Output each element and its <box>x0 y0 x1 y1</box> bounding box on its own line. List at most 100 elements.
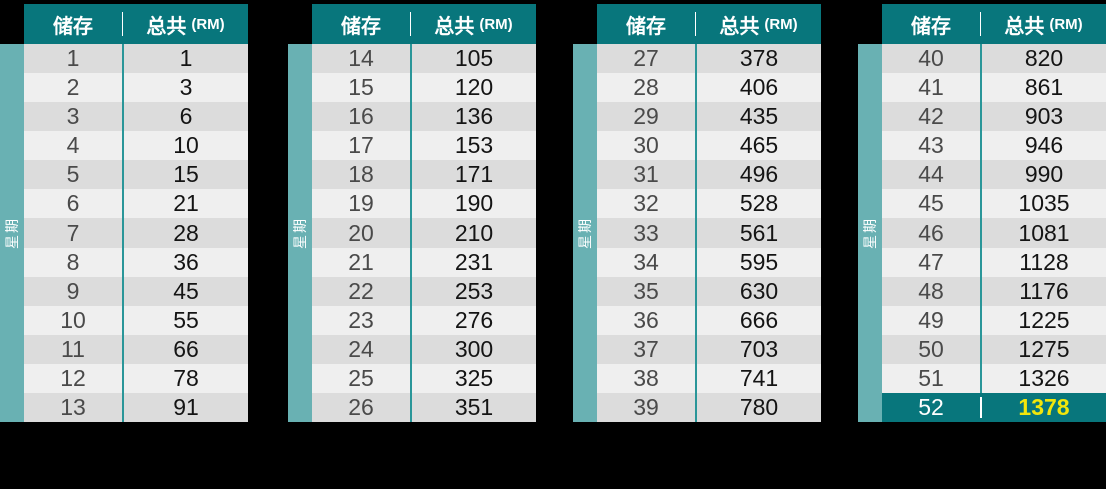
total-column-header-label: 总共 <box>434 15 475 38</box>
week-number-cell: 8 <box>66 248 80 275</box>
table-row: 17 153 <box>312 131 536 161</box>
week-number-cell: 4 <box>66 132 80 159</box>
week-number-cell: 50 <box>918 335 944 362</box>
total-amount-cell: 666 <box>695 305 821 335</box>
save-column-header: 储存 <box>911 15 951 38</box>
table-body: 星期 40 820 41 861 42 903 43 946 44 990 45 1035 46 1081… <box>858 44 1106 423</box>
week-number-cell: 39 <box>633 393 659 420</box>
total-column-header-unit: (RM) <box>1049 15 1083 33</box>
table-row: 35 630 <box>597 276 821 306</box>
total-amount-cell: 465 <box>695 131 821 161</box>
total-column-header: 总共 (RM) <box>696 10 821 39</box>
header-divider <box>410 12 411 36</box>
week-number-cell: 26 <box>348 393 374 420</box>
week-number-cell: 37 <box>633 335 659 362</box>
total-amount-cell: 300 <box>410 334 536 364</box>
week-number-cell: 14 <box>348 45 374 72</box>
week-axis-strip: 星期 <box>288 44 312 422</box>
total-amount-cell: 21 <box>122 189 248 219</box>
week-number-cell: 52 <box>918 393 944 420</box>
week-number-cell: 45 <box>918 190 944 217</box>
total-amount-cell: 378 <box>695 44 821 74</box>
table-row: 22 253 <box>312 276 536 306</box>
table-row: 30 465 <box>597 131 821 161</box>
week-number-cell: 2 <box>66 74 80 101</box>
table-header: 储存 总共 (RM) <box>312 4 536 44</box>
total-column-header: 总共 (RM) <box>411 10 536 39</box>
week-number-cell: 11 <box>61 335 85 362</box>
table-row: 6 21 <box>24 189 248 219</box>
table-row-final-total: 52 1378 <box>882 392 1106 423</box>
table-row: 28 406 <box>597 73 821 103</box>
save-column-header: 储存 <box>53 15 93 38</box>
table-row: 46 1081 <box>882 218 1106 248</box>
table-row: 29 435 <box>597 102 821 132</box>
total-amount-cell: 595 <box>695 247 821 277</box>
table-row: 42 903 <box>882 102 1106 132</box>
week-number-cell: 49 <box>918 306 944 333</box>
total-amount-cell: 28 <box>122 218 248 248</box>
week-number-cell: 44 <box>918 161 944 188</box>
week-number-cell: 21 <box>348 248 374 275</box>
header-divider <box>695 12 696 36</box>
total-amount-cell: 66 <box>122 334 248 364</box>
table-row: 5 15 <box>24 160 248 190</box>
total-amount-cell: 1225 <box>980 305 1106 335</box>
table-row: 9 45 <box>24 276 248 306</box>
table-row: 36 666 <box>597 305 821 335</box>
savings-table-weeks-1-13: 储存 总共 (RM) 星期 1 1 2 3 3 6 4 10 5 15 6 21 7 28 8 36 9 45 10… <box>0 4 248 423</box>
table-row: 10 55 <box>24 305 248 335</box>
total-column-header: 总共 (RM) <box>123 10 248 39</box>
total-amount-cell: 1 <box>122 44 248 74</box>
total-amount-cell: 741 <box>695 363 821 393</box>
table-row: 16 136 <box>312 102 536 132</box>
week-number-cell: 48 <box>918 277 944 304</box>
total-amount-cell: 153 <box>410 131 536 161</box>
savings-table-weeks-27-39: 储存 总共 (RM) 星期 27 378 28 406 29 435 30 465 31 496 3… <box>573 4 821 423</box>
table-rows: 1 1 2 3 3 6 4 10 5 15 6 21 7 28 8 36 9 45 10 55 11 66 12 78 13 91 <box>24 44 248 423</box>
total-amount-cell: 120 <box>410 73 536 103</box>
table-row: 31 496 <box>597 160 821 190</box>
week-axis-label: 星期 <box>292 217 308 249</box>
total-amount-cell: 3 <box>122 73 248 103</box>
table-header: 储存 总共 (RM) <box>24 4 248 44</box>
total-amount-cell: 36 <box>122 247 248 277</box>
total-amount-cell: 703 <box>695 334 821 364</box>
week-number-cell: 33 <box>633 219 659 246</box>
week-number-cell: 34 <box>633 248 659 275</box>
table-row: 8 36 <box>24 247 248 277</box>
week-number-cell: 9 <box>66 277 80 304</box>
header-divider <box>980 12 981 36</box>
table-row: 44 990 <box>882 160 1106 190</box>
table-row: 7 28 <box>24 218 248 248</box>
total-amount-cell: 351 <box>410 392 536 423</box>
table-row: 27 378 <box>597 44 821 74</box>
table-row: 11 66 <box>24 334 248 364</box>
table-row: 43 946 <box>882 131 1106 161</box>
total-amount-cell: 10 <box>122 131 248 161</box>
total-amount-cell: 15 <box>122 160 248 190</box>
table-row: 26 351 <box>312 392 536 423</box>
table-row: 24 300 <box>312 334 536 364</box>
table-rows: 14 105 15 120 16 136 17 153 18 171 19 190 20 210 21 231… <box>312 44 536 423</box>
table-row: 34 595 <box>597 247 821 277</box>
total-amount-cell: 253 <box>410 276 536 306</box>
total-amount-cell: 946 <box>980 131 1106 161</box>
week-number-cell: 25 <box>348 364 374 391</box>
total-amount-cell: 496 <box>695 160 821 190</box>
week-number-cell: 31 <box>633 161 659 188</box>
week-axis-label: 星期 <box>4 217 20 249</box>
week-number-cell: 41 <box>918 74 944 101</box>
total-amount-cell: 990 <box>980 160 1106 190</box>
table-header: 储存 总共 (RM) <box>882 4 1106 44</box>
week-axis-label: 星期 <box>577 217 593 249</box>
week-number-cell: 40 <box>918 45 944 72</box>
table-row: 21 231 <box>312 247 536 277</box>
table-rows: 40 820 41 861 42 903 43 946 44 990 45 1035 46 1081 47 1… <box>882 44 1106 423</box>
total-amount-cell: 861 <box>980 73 1106 103</box>
table-row: 12 78 <box>24 363 248 393</box>
week-number-cell: 27 <box>633 45 659 72</box>
table-row: 41 861 <box>882 73 1106 103</box>
week-number-cell: 29 <box>633 103 659 130</box>
